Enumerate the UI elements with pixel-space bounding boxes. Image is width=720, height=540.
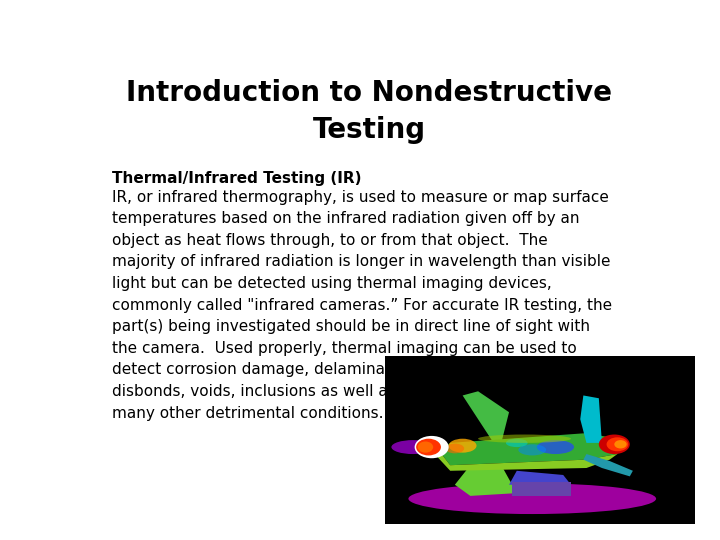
Ellipse shape bbox=[606, 437, 629, 451]
Ellipse shape bbox=[614, 440, 626, 448]
Polygon shape bbox=[583, 454, 633, 476]
Bar bbox=[512, 482, 571, 496]
Ellipse shape bbox=[506, 438, 528, 447]
Text: IR, or infrared thermography, is used to measure or map surface
temperatures bas: IR, or infrared thermography, is used to… bbox=[112, 190, 613, 421]
Polygon shape bbox=[463, 392, 509, 443]
Polygon shape bbox=[439, 433, 625, 465]
Ellipse shape bbox=[537, 440, 574, 454]
Ellipse shape bbox=[392, 440, 435, 454]
Ellipse shape bbox=[449, 438, 477, 453]
Ellipse shape bbox=[416, 438, 441, 455]
Ellipse shape bbox=[518, 444, 546, 455]
Polygon shape bbox=[435, 451, 618, 471]
Ellipse shape bbox=[599, 435, 630, 454]
Text: Thermal/Infrared Testing (IR): Thermal/Infrared Testing (IR) bbox=[112, 171, 362, 186]
Ellipse shape bbox=[415, 436, 449, 458]
Polygon shape bbox=[580, 395, 602, 443]
Ellipse shape bbox=[446, 443, 464, 454]
Text: Introduction to Nondestructive
Testing: Introduction to Nondestructive Testing bbox=[126, 79, 612, 144]
Polygon shape bbox=[509, 471, 571, 485]
Polygon shape bbox=[455, 465, 517, 496]
Ellipse shape bbox=[408, 483, 656, 514]
Ellipse shape bbox=[478, 435, 571, 443]
Ellipse shape bbox=[418, 442, 433, 453]
